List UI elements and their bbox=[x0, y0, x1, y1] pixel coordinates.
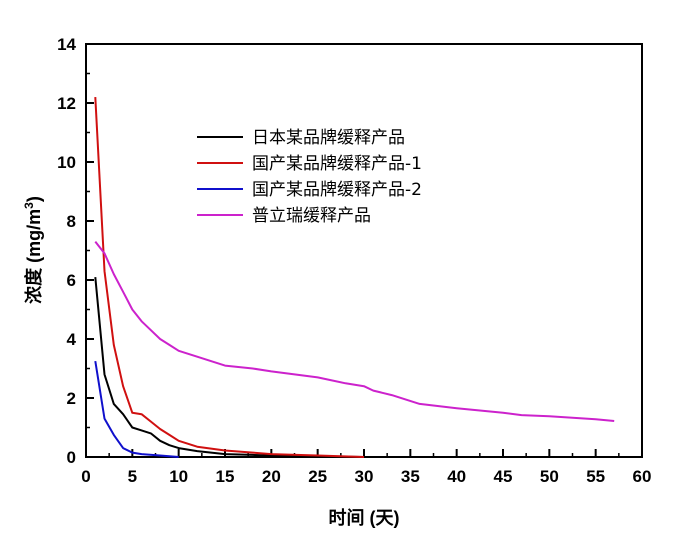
x-tick-label: 40 bbox=[447, 467, 466, 486]
y-tick-label: 12 bbox=[57, 94, 76, 113]
x-tick-label: 45 bbox=[494, 467, 513, 486]
legend-label-2: 国产某品牌缓释产品-1 bbox=[252, 154, 422, 174]
series-line-2 bbox=[94, 97, 365, 458]
y-tick-label: 2 bbox=[67, 389, 76, 408]
x-axis-label: 时间 (天) bbox=[329, 508, 400, 528]
x-tick-label: 15 bbox=[216, 467, 235, 486]
y-tick-label: 6 bbox=[67, 271, 76, 290]
y-axis-label-main: 浓度 (mg/m bbox=[23, 209, 44, 304]
x-tick-label: 5 bbox=[128, 467, 137, 486]
x-tick-label: 25 bbox=[308, 467, 327, 486]
y-axis-label-sup: 3 bbox=[22, 202, 36, 209]
series-line-1 bbox=[94, 277, 365, 458]
x-tick-label: 60 bbox=[633, 467, 652, 486]
series-line-3 bbox=[94, 360, 179, 458]
x-tick-label: 20 bbox=[262, 467, 281, 486]
y-axis-label-close: ) bbox=[24, 196, 44, 202]
y-axis-label: 浓度 (mg/m3) bbox=[22, 196, 44, 304]
x-tick-label: 50 bbox=[540, 467, 559, 486]
x-tick-label: 55 bbox=[586, 467, 605, 486]
axis-ticks: 0 5 10 15 20 25 30 35 40 45 50 55 60 0 2 4 6 8 10 12 14 bbox=[57, 35, 651, 486]
legend-label-1: 日本某品牌缓释产品 bbox=[252, 128, 405, 148]
x-tick-label: 30 bbox=[355, 467, 374, 486]
x-tick-label: 0 bbox=[81, 467, 90, 486]
x-tick-label: 35 bbox=[401, 467, 420, 486]
y-tick-label: 0 bbox=[67, 448, 76, 467]
y-tick-label: 14 bbox=[57, 35, 76, 54]
series-line-4 bbox=[94, 240, 615, 422]
x-tick-label: 10 bbox=[169, 467, 188, 486]
y-tick-label: 4 bbox=[67, 330, 77, 349]
legend-label-3: 国产某品牌缓释产品-2 bbox=[252, 180, 422, 200]
y-tick-label: 10 bbox=[57, 153, 76, 172]
plot-frame bbox=[85, 43, 643, 458]
y-tick-label: 8 bbox=[67, 212, 76, 231]
legend-label-4: 普立瑞缓释产品 bbox=[252, 206, 371, 226]
series-lines bbox=[94, 97, 615, 458]
